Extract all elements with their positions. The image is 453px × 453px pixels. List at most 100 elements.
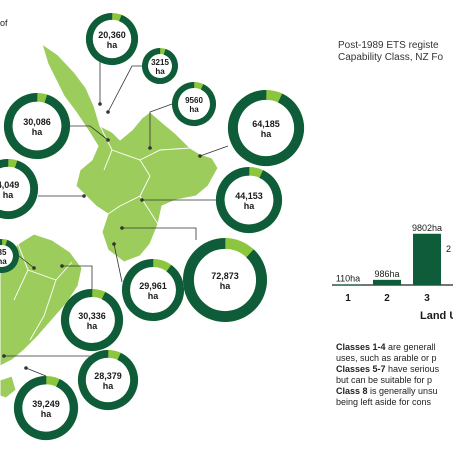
description-line-2: uses, such as arable or p (336, 353, 437, 363)
region-unit-label: ha (103, 381, 114, 391)
ring-background (4, 93, 70, 159)
ring-background (86, 13, 138, 65)
category-tick-label: 2 (384, 293, 390, 304)
chart-title-line-2: Capability Class, NZ Fo (338, 52, 444, 63)
leader-line (149, 103, 173, 148)
location-dot (120, 226, 124, 230)
region-unit-label: ha (107, 40, 118, 50)
location-dot (148, 146, 152, 150)
region-value-label: 3215 (151, 58, 169, 67)
bar-value-label: 9802ha (412, 223, 442, 233)
ring-background (216, 167, 282, 233)
north-island-shape (41, 42, 219, 263)
class-5-7-label: Classes 5-7 (336, 364, 386, 374)
bar-value-label: 110ha (336, 273, 360, 283)
leader-line (62, 265, 93, 289)
land-use-bar-chart: 110ha 1 986ha 2 9802ha 3 2 Land U (332, 223, 453, 322)
region-value-label: 30,336 (78, 311, 106, 321)
region-unit-label: ha (189, 105, 199, 114)
location-dot (82, 194, 86, 198)
leader-line (25, 367, 47, 377)
location-dot (112, 242, 116, 246)
leader-line (199, 145, 229, 157)
ring-value-arc (14, 376, 79, 441)
region-unit-label: ha (0, 257, 7, 266)
leader-line (70, 125, 109, 141)
location-dot (106, 110, 110, 114)
ring-value-arc (142, 48, 178, 84)
region-value-label: 28,379 (94, 371, 122, 381)
ring-background (122, 259, 184, 321)
category-tick-label: 3 (424, 293, 430, 304)
ring-value-arc (77, 349, 138, 410)
location-dot (98, 102, 102, 106)
ring-background (172, 82, 216, 126)
region-value-label: 4,049 (0, 180, 19, 190)
class-8-label: Class 8 (336, 386, 368, 396)
region-unit-label: ha (148, 291, 159, 301)
leader-line (113, 243, 123, 283)
region-unit-label: ha (244, 201, 255, 211)
description-line-5: Class 8 is generally unsu (336, 386, 438, 398)
location-dot (24, 366, 28, 370)
description-line-3-text: have serious (385, 364, 440, 374)
stewart-island (0, 375, 17, 399)
description-line-1-text: are generall (385, 342, 436, 352)
region-unit-label: ha (220, 281, 231, 291)
ring-background (78, 350, 138, 410)
region-unit-label: ha (87, 321, 98, 331)
north-island (41, 42, 219, 263)
ring-value-arc (0, 239, 19, 273)
leader-line (122, 227, 197, 240)
region-unit-label: ha (155, 67, 165, 76)
description-line-6: being left aside for cons (336, 397, 432, 407)
bar (334, 284, 362, 285)
class-1-4-label: Classes 1-4 (336, 342, 386, 352)
region-value-label: 85 (0, 248, 7, 257)
ring-value-arc (172, 82, 216, 126)
ring-background (61, 289, 123, 351)
region-value-label: 20,360 (98, 30, 126, 40)
left-title-fragment: of (0, 18, 8, 28)
chart-title-line-1: Post-1989 ETS registe (338, 40, 439, 51)
region-unit-label: ha (32, 127, 43, 137)
ring-background (14, 376, 78, 440)
region-value-label: 9560 (185, 96, 203, 105)
ring-value-arc (228, 89, 305, 166)
location-dot (2, 354, 6, 358)
south-island-regions (13, 243, 73, 341)
description-line-3: Classes 5-7 have serious (336, 364, 439, 376)
bar (373, 279, 401, 285)
region-value-label: 72,873 (211, 271, 239, 281)
location-dot (32, 266, 36, 270)
category-tick-label: 1 (345, 293, 351, 304)
ring-value-arc (60, 289, 123, 352)
partial-bar-label: 2 (446, 244, 451, 254)
description-line-4: but can be suitable for p (336, 375, 433, 385)
description-line-5-text: is generally unsu (367, 386, 438, 396)
ring-value-arc (0, 158, 38, 219)
bar (413, 233, 441, 285)
region-rings: 20,360ha3215ha9560ha30,086ha64,185ha4,04… (0, 12, 305, 441)
ring-value-arc (216, 166, 283, 233)
x-axis-label: Land U (420, 310, 453, 322)
region-unit-label: ha (3, 190, 14, 200)
region-value-label: 44,153 (235, 191, 263, 201)
ring-background (228, 90, 304, 166)
location-dot (140, 198, 144, 202)
region-unit-label: ha (261, 129, 272, 139)
location-dot (60, 264, 64, 268)
ring-value-arc (121, 259, 184, 321)
region-value-label: 29,961 (139, 281, 167, 291)
